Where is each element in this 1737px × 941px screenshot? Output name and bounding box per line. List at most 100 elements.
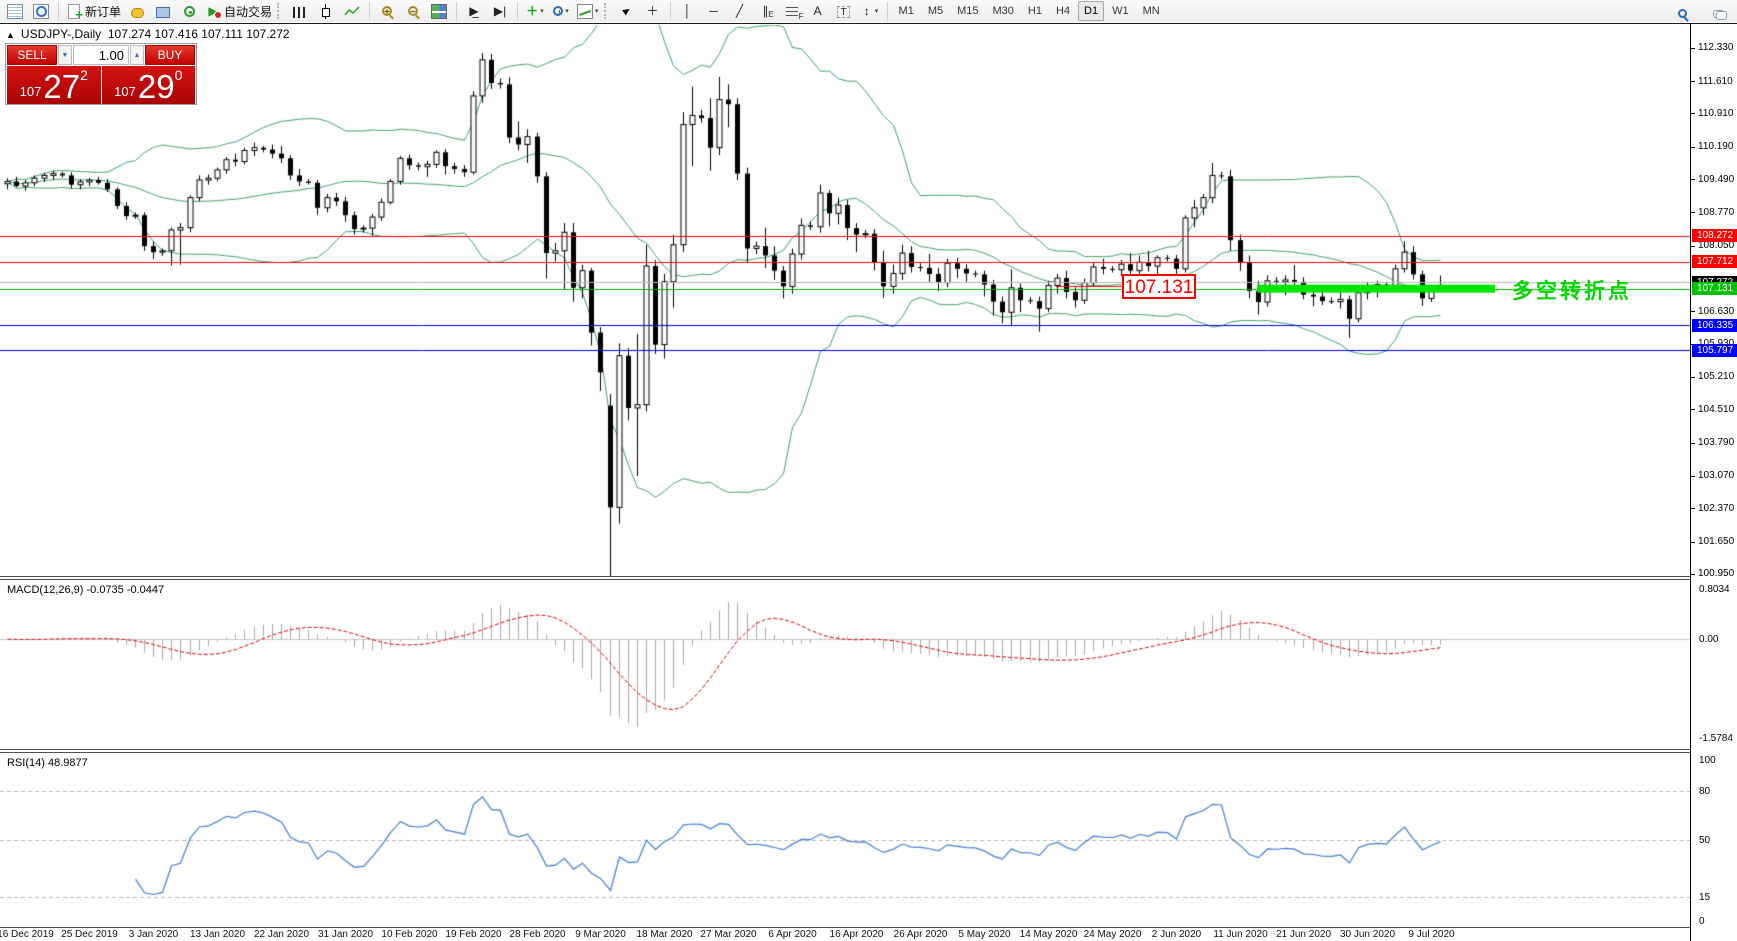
turning-point-note[interactable]: 多空转折点 bbox=[1512, 280, 1632, 303]
collapse-marker-icon[interactable]: ▲ bbox=[6, 30, 15, 40]
toolbar-separator bbox=[369, 2, 371, 20]
dropdown-caret-icon: ▾ bbox=[874, 8, 879, 15]
horizontal-line-button[interactable]: ─ bbox=[701, 0, 727, 22]
channel-button[interactable]: ∥ bbox=[753, 0, 779, 22]
text-button[interactable]: A bbox=[805, 0, 831, 22]
timeframe-m15-button[interactable]: M15 bbox=[957, 5, 979, 17]
tile-windows-button[interactable] bbox=[426, 0, 452, 22]
volume-input[interactable]: 1.00 bbox=[73, 45, 129, 65]
history-center-icon bbox=[130, 7, 144, 18]
candlestick-button[interactable] bbox=[313, 0, 339, 22]
macd-indicator-label: MACD(12,26,9) -0.0735 -0.0447 bbox=[7, 584, 165, 596]
zoom-in-button[interactable]: + bbox=[374, 0, 400, 22]
price-label-107.712: 107.712 bbox=[1692, 255, 1737, 269]
timeframe-w1-button[interactable]: W1 bbox=[1112, 5, 1129, 17]
line-chart-button[interactable] bbox=[339, 0, 365, 22]
trade-panel-price-row: 107 27 2 107 29 0 bbox=[7, 66, 195, 104]
dropdown-caret-icon: ▾ bbox=[540, 8, 544, 15]
new-order-button[interactable]: 新订单 bbox=[63, 0, 124, 22]
search-button[interactable] bbox=[1669, 2, 1695, 24]
timeframe-d1-button[interactable]: D1 bbox=[1078, 1, 1105, 21]
price-tick: 103.070 bbox=[1691, 470, 1737, 481]
text-label-button[interactable]: T bbox=[831, 0, 857, 22]
periods-button[interactable]: ▾ bbox=[548, 0, 574, 22]
equidistant-channel-icon: ∥ bbox=[760, 4, 774, 22]
auto-scroll-button[interactable]: ▶̲ bbox=[461, 0, 487, 22]
timeframe-m30-button[interactable]: M30 bbox=[992, 5, 1014, 17]
toolbar-separator bbox=[517, 2, 519, 20]
signals-button[interactable] bbox=[176, 0, 202, 22]
new-order-icon bbox=[68, 3, 83, 22]
price-tick: 108.770 bbox=[1691, 207, 1737, 218]
fibonacci-icon bbox=[785, 6, 804, 21]
price-tick: 111.610 bbox=[1691, 76, 1737, 87]
price-callout-box[interactable]: 107.131 bbox=[1122, 274, 1196, 299]
macd-pane-separator[interactable] bbox=[0, 576, 1737, 580]
buy-price-point: 0 bbox=[174, 67, 183, 83]
arrows-button[interactable]: ↕ ▾ bbox=[857, 0, 883, 22]
price-tick: 110.190 bbox=[1691, 141, 1737, 152]
date-label: 25 Dec 2019 bbox=[61, 929, 118, 940]
volume-decrease-button[interactable]: ▼ bbox=[58, 45, 72, 65]
templates-button[interactable]: ▾ bbox=[574, 0, 602, 22]
date-label: 19 Feb 2020 bbox=[445, 929, 502, 940]
zoom-out-button[interactable]: − bbox=[400, 0, 426, 22]
date-label: 2 Jun 2020 bbox=[1151, 929, 1202, 940]
fibonacci-button[interactable] bbox=[779, 0, 805, 22]
auto-trading-label: 自动交易 bbox=[224, 4, 273, 19]
price-axis[interactable]: 112.330 111.610 110.910 110.190 109.490 108.7… bbox=[1690, 24, 1737, 941]
timeframe-h4-button[interactable]: H4 bbox=[1055, 5, 1071, 17]
date-label: 5 May 2020 bbox=[958, 929, 1011, 940]
macd-axis-value: 0.8034 bbox=[1699, 583, 1730, 595]
chart-canvas[interactable] bbox=[0, 24, 1737, 941]
toolbar-right-group bbox=[1669, 2, 1731, 24]
market-watch-button[interactable] bbox=[2, 0, 28, 22]
date-label: 6 Apr 2020 bbox=[768, 929, 817, 940]
symbol-header: ▲ USDJPY-,Daily 107.274 107.416 107.111 1… bbox=[6, 27, 290, 41]
vertical-line-button[interactable]: │ bbox=[675, 0, 701, 22]
buy-price[interactable]: 107 29 0 bbox=[101, 66, 195, 104]
crosshair-button[interactable]: ＋ bbox=[640, 0, 666, 22]
date-axis[interactable]: 16 Dec 2019 25 Dec 2019 3 Jan 2020 13 Jan 2… bbox=[0, 929, 1690, 941]
date-label: 3 Jan 2020 bbox=[128, 929, 179, 940]
sell-button[interactable]: SELL bbox=[7, 45, 57, 65]
chart-shift-button[interactable]: ▶| bbox=[487, 0, 513, 22]
templates-icon bbox=[577, 3, 594, 19]
sell-price-pips: 27 bbox=[43, 68, 81, 105]
bar-chart-button[interactable] bbox=[287, 0, 313, 22]
volume-increase-button[interactable]: ▲ bbox=[130, 45, 144, 65]
toolbar-grip bbox=[603, 3, 610, 19]
cursor-button[interactable]: ► bbox=[614, 0, 640, 22]
buy-button[interactable]: BUY bbox=[145, 45, 195, 65]
date-label: 28 Feb 2020 bbox=[509, 929, 566, 940]
auto-trading-button[interactable]: ▶ 自动交易 bbox=[202, 0, 275, 22]
date-label: 14 May 2020 bbox=[1019, 929, 1078, 940]
history-center-button[interactable] bbox=[124, 0, 150, 22]
new-order-label: 新订单 bbox=[85, 4, 122, 19]
timeframe-h1-button[interactable]: H1 bbox=[1027, 5, 1042, 17]
timeframe-m1-button[interactable]: M1 bbox=[898, 5, 914, 17]
price-tick: 112.330 bbox=[1691, 42, 1737, 53]
date-label: 16 Dec 2019 bbox=[0, 929, 54, 940]
chat-button[interactable] bbox=[1705, 2, 1731, 24]
rsi-pane-separator[interactable] bbox=[0, 749, 1737, 753]
price-tick: 102.370 bbox=[1691, 503, 1737, 514]
timeframe-mn-button[interactable]: MN bbox=[1142, 5, 1160, 17]
price-tick: 109.490 bbox=[1691, 174, 1737, 185]
date-label: 21 Jun 2020 bbox=[1275, 929, 1332, 940]
search-icon bbox=[1677, 8, 1687, 18]
toolbar-separator bbox=[456, 2, 458, 20]
date-label: 10 Feb 2020 bbox=[381, 929, 438, 940]
price-tick: 105.210 bbox=[1691, 371, 1737, 382]
price-label-106.335: 106.335 bbox=[1692, 318, 1737, 332]
date-label: 27 Mar 2020 bbox=[700, 929, 757, 940]
timeframe-m5-button[interactable]: M5 bbox=[927, 5, 944, 17]
indicators-button[interactable]: ＋ ▾ bbox=[522, 0, 548, 22]
price-label-108.272: 108.272 bbox=[1692, 229, 1737, 243]
metaeditor-button[interactable] bbox=[150, 0, 176, 22]
data-window-button[interactable] bbox=[28, 0, 54, 22]
sell-price[interactable]: 107 27 2 bbox=[7, 66, 101, 104]
price-tick: 101.650 bbox=[1691, 536, 1737, 547]
trendline-button[interactable]: ╱ bbox=[727, 0, 753, 22]
